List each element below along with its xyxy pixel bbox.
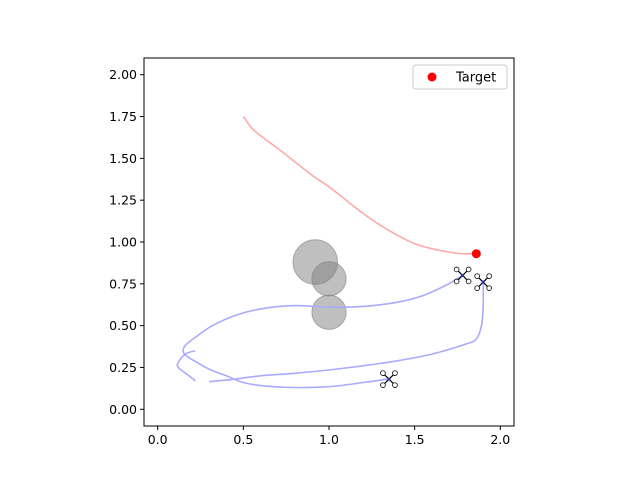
x-tick-label: 1.5 [405, 432, 425, 447]
y-tick-label: 1.00 [109, 235, 137, 250]
legend: Target [412, 64, 508, 90]
y-tick-label: 0.00 [109, 402, 137, 417]
y-tick-label: 1.50 [109, 151, 137, 166]
drone-icon [474, 273, 492, 291]
legend-label-target: Target [455, 71, 496, 86]
x-tick-label: 1.0 [319, 432, 339, 447]
drone-path-1 [182, 274, 463, 389]
y-tick-label: 2.00 [109, 67, 137, 82]
y-tick-label: 0.75 [109, 276, 137, 291]
obstacle-2 [311, 261, 347, 297]
y-tick-label: 1.25 [109, 193, 137, 208]
axis-ticks: 0.0 0.5 1.0 1.5 2.0 0.00 0.25 0.50 0.75 1.00 1.25 1… [109, 67, 510, 447]
x-tick-label: 0.0 [148, 432, 168, 447]
legend-marker-target [427, 72, 437, 82]
plot-content [176, 116, 492, 389]
obstacle-3 [311, 294, 347, 330]
y-tick-label: 0.50 [109, 318, 137, 333]
target-trajectory [242, 116, 477, 255]
plot-area [176, 116, 492, 389]
drone-icon [453, 266, 472, 285]
y-tick-label: 0.25 [109, 360, 137, 375]
drone-path-3 [176, 349, 196, 382]
y-tick-label: 1.75 [109, 109, 137, 124]
x-tick-label: 2.0 [490, 432, 510, 447]
target-point [471, 249, 481, 259]
drone-icon [380, 370, 398, 388]
drone-path-2 [208, 283, 485, 383]
legend-box [412, 64, 508, 90]
x-tick-label: 0.5 [233, 432, 253, 447]
